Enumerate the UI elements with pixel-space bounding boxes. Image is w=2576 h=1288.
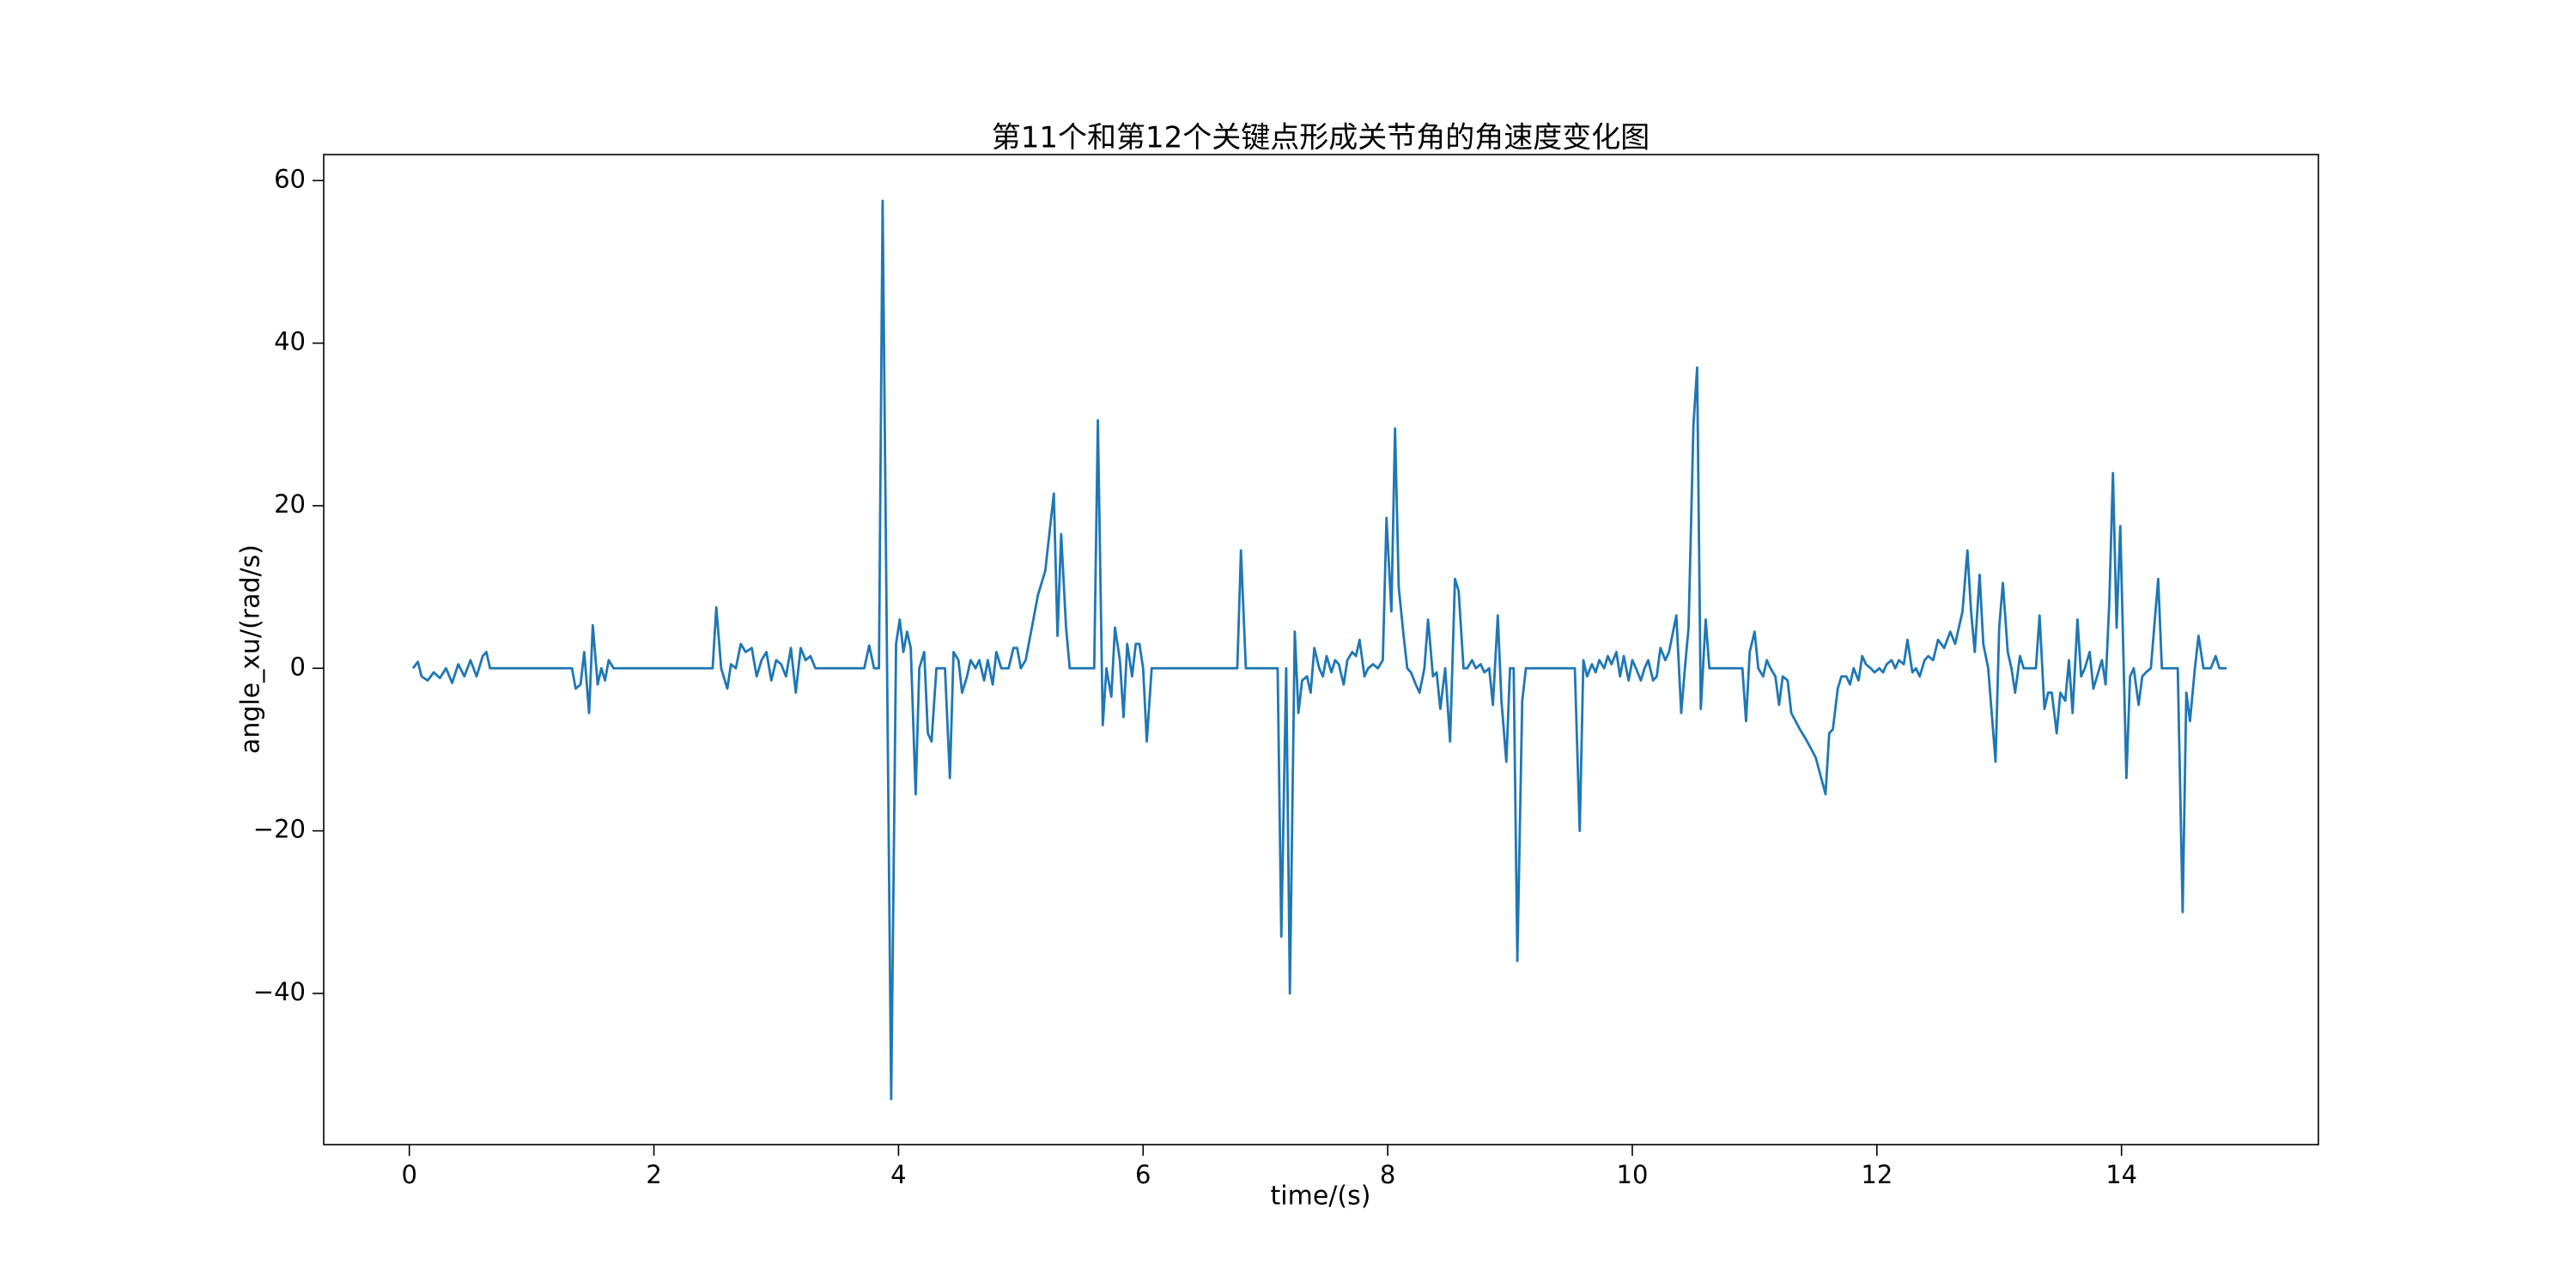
y-tick-label: 40 <box>274 327 306 356</box>
y-tick-label: 60 <box>274 164 306 193</box>
x-tick-label: 2 <box>646 1160 661 1189</box>
x-tick-label: 14 <box>2105 1160 2137 1189</box>
y-tick-label: 0 <box>290 652 306 681</box>
y-tick-label: 20 <box>274 489 306 519</box>
x-tick-label: 12 <box>1861 1160 1893 1189</box>
x-tick-label: 0 <box>401 1160 416 1189</box>
x-axis-label: time/(s) <box>1271 1182 1371 1212</box>
x-tick-label: 10 <box>1617 1160 1649 1189</box>
y-tick-label: −40 <box>253 977 306 1006</box>
chart-title: 第11个和第12个关键点形成关节角的角速度变化图 <box>992 121 1650 155</box>
y-tick-label: −20 <box>253 815 306 844</box>
x-tick-label: 8 <box>1380 1160 1395 1189</box>
x-tick-label: 4 <box>890 1160 906 1189</box>
plot-frame <box>323 154 2319 1145</box>
data-line <box>411 199 2227 1101</box>
x-tick-label: 6 <box>1135 1160 1151 1189</box>
y-axis-label: angle_xu/(rad/s) <box>236 544 266 754</box>
